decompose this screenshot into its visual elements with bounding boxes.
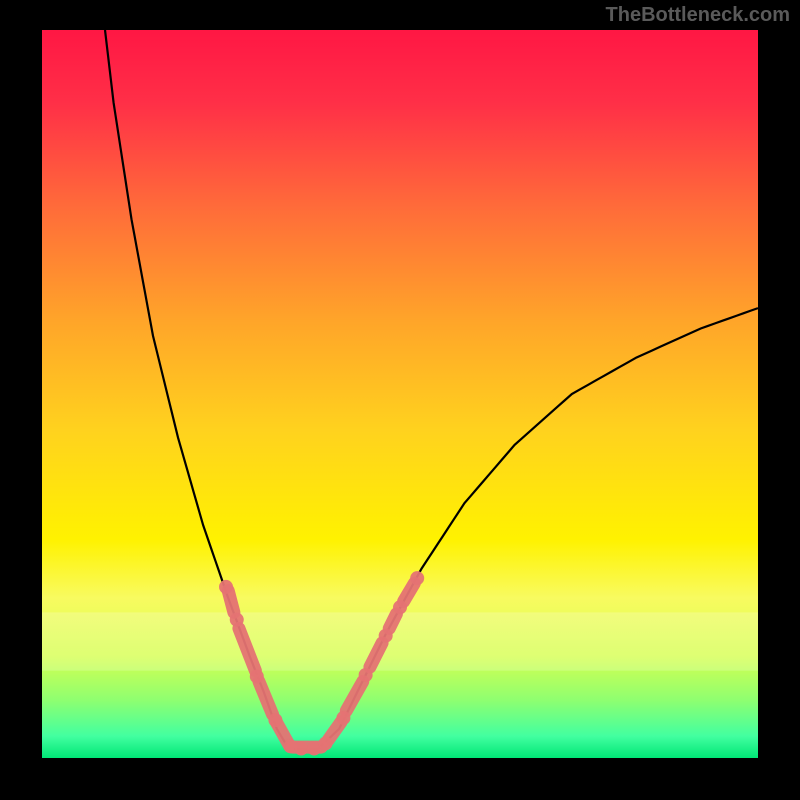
- marker-segment: [404, 583, 415, 601]
- marker-dot: [319, 736, 333, 750]
- marker-dot: [336, 711, 350, 725]
- marker-dot: [379, 629, 393, 643]
- marker-dot: [294, 742, 308, 756]
- marker-dot: [359, 668, 373, 682]
- marker-dot: [393, 600, 407, 614]
- plot-area: [42, 30, 758, 758]
- marker-segment: [228, 591, 234, 613]
- watermark-text: TheBottleneck.com: [606, 4, 790, 27]
- marker-dot: [230, 613, 244, 627]
- marker-dot: [219, 580, 233, 594]
- marker-dot: [410, 571, 424, 585]
- marker-dot: [250, 669, 264, 683]
- marker-dot: [268, 713, 282, 727]
- chart-root: TheBottleneck.com: [0, 0, 800, 800]
- chart-svg: [0, 0, 800, 800]
- marker-segment: [389, 614, 396, 629]
